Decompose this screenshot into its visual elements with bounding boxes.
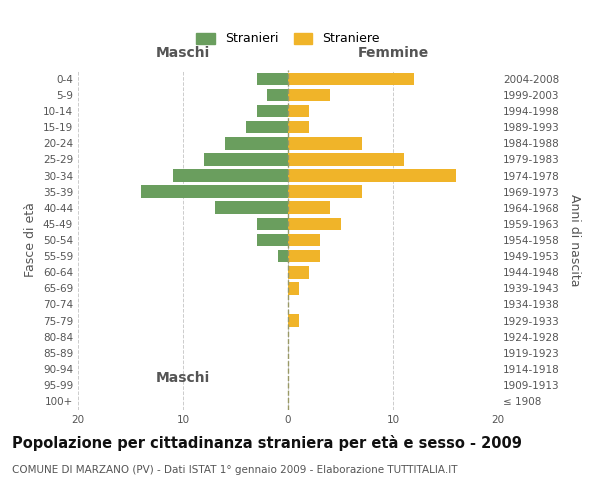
Text: Popolazione per cittadinanza straniera per età e sesso - 2009: Popolazione per cittadinanza straniera p… — [12, 435, 522, 451]
Bar — [288, 88, 330, 102]
Text: Maschi: Maschi — [156, 46, 210, 60]
Y-axis label: Fasce di età: Fasce di età — [25, 202, 37, 278]
Text: Maschi: Maschi — [156, 370, 210, 384]
Bar — [257, 105, 288, 118]
Bar — [267, 88, 288, 102]
Bar — [173, 170, 288, 182]
Bar — [288, 202, 330, 214]
Bar — [257, 234, 288, 246]
Bar — [288, 170, 456, 182]
Bar — [225, 137, 288, 149]
Bar — [204, 153, 288, 166]
Bar — [288, 72, 414, 85]
Bar — [215, 202, 288, 214]
Bar — [288, 234, 320, 246]
Bar — [257, 218, 288, 230]
Bar — [288, 250, 320, 262]
Text: Femmine: Femmine — [358, 46, 428, 60]
Bar — [288, 266, 309, 278]
Bar — [288, 121, 309, 134]
Bar — [257, 72, 288, 85]
Bar — [288, 282, 299, 294]
Bar — [288, 153, 404, 166]
Text: COMUNE DI MARZANO (PV) - Dati ISTAT 1° gennaio 2009 - Elaborazione TUTTITALIA.IT: COMUNE DI MARZANO (PV) - Dati ISTAT 1° g… — [12, 465, 458, 475]
Bar — [141, 186, 288, 198]
Bar — [246, 121, 288, 134]
Bar — [288, 314, 299, 327]
Bar — [288, 186, 361, 198]
Bar — [288, 218, 341, 230]
Bar — [288, 105, 309, 118]
Bar — [288, 137, 361, 149]
Y-axis label: Anni di nascita: Anni di nascita — [568, 194, 581, 286]
Legend: Stranieri, Straniere: Stranieri, Straniere — [193, 28, 383, 49]
Bar — [277, 250, 288, 262]
